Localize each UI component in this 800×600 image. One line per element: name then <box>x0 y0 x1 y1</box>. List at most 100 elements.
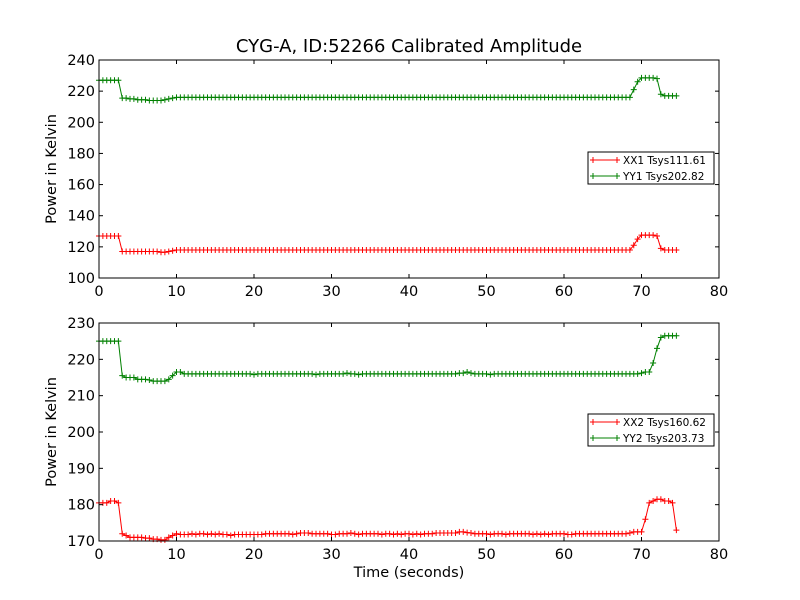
data-point <box>161 378 168 385</box>
data-point <box>452 370 459 377</box>
data-point <box>657 91 664 98</box>
legend-box <box>587 413 715 447</box>
data-point <box>409 531 416 538</box>
data-point <box>161 536 168 543</box>
data-point <box>650 74 657 81</box>
data-point <box>332 531 339 538</box>
y-tick-label: 140 <box>67 209 95 225</box>
data-point <box>123 532 130 539</box>
data-point <box>247 370 254 377</box>
data-point <box>394 530 401 537</box>
data-point <box>561 530 567 537</box>
y-tick-label: 200 <box>67 115 95 131</box>
data-point <box>146 535 153 542</box>
data-point <box>161 96 168 103</box>
x-tick-label: 80 <box>710 284 728 300</box>
data-point <box>657 245 664 252</box>
x-tick-label: 40 <box>400 284 418 300</box>
x-tick-label: 10 <box>167 547 185 563</box>
data-point <box>673 92 680 99</box>
data-point <box>115 77 122 84</box>
data-point <box>158 97 164 104</box>
data-point <box>464 369 471 376</box>
x-tick-label: 80 <box>710 547 728 563</box>
data-point <box>204 531 211 538</box>
data-point <box>142 376 149 383</box>
data-point <box>165 95 172 102</box>
legend-marker <box>590 173 596 179</box>
data-point <box>630 86 637 93</box>
data-point <box>146 377 153 384</box>
legend: XX1 Tsys111.61 YY1 Tsys202.82 <box>587 151 715 185</box>
data-point <box>200 530 207 537</box>
x-tick-label: 0 <box>94 547 103 563</box>
legend-label: XX1 Tsys111.61 <box>623 155 706 167</box>
data-point <box>115 338 122 345</box>
data-point <box>526 530 533 537</box>
y-tick-label: 120 <box>67 240 95 256</box>
legend-label: YY1 Tsys202.82 <box>622 171 704 183</box>
x-axis-label: Time (seconds) <box>353 565 465 581</box>
legend: XX2 Tsys160.62 YY2 Tsys203.73 <box>587 413 715 447</box>
data-point <box>452 530 459 537</box>
data-point <box>545 531 552 538</box>
data-point <box>208 530 215 537</box>
data-point <box>502 531 509 538</box>
data-point <box>623 530 629 537</box>
data-point <box>630 242 637 249</box>
y-tick-label: 170 <box>67 534 95 550</box>
data-point <box>378 531 385 538</box>
data-point <box>642 516 649 523</box>
x-tick-label: 50 <box>477 547 495 563</box>
y-tick-label: 100 <box>67 271 95 287</box>
y-tick-label: 160 <box>67 178 95 194</box>
legend-label: YY2 Tsys203.73 <box>622 433 704 445</box>
legend-label: XX2 Tsys160.62 <box>623 417 706 429</box>
data-point <box>673 332 680 339</box>
data-point <box>165 248 172 255</box>
legend-marker <box>590 435 596 441</box>
data-point <box>293 530 300 537</box>
data-point <box>169 95 176 102</box>
data-point <box>460 528 467 535</box>
subplot-1: 0 10 20 30 40 50 60 70 80 100 120 140 160 180 200 220 24… <box>44 36 728 300</box>
y-tick-label: 180 <box>67 498 95 514</box>
legend-box <box>587 151 715 185</box>
data-point <box>313 371 319 378</box>
data-point <box>111 498 118 505</box>
data-point <box>483 530 490 537</box>
y-tick-label: 180 <box>67 146 95 162</box>
data-point <box>487 531 494 538</box>
data-point <box>634 78 641 85</box>
data-point <box>189 530 195 537</box>
data-point <box>351 370 358 377</box>
data-point <box>119 530 126 537</box>
data-point <box>673 246 680 253</box>
data-point <box>673 527 680 534</box>
legend-marker <box>614 419 620 425</box>
data-point <box>309 370 316 377</box>
x-tick-label: 10 <box>167 284 185 300</box>
series-2-1 <box>96 496 680 543</box>
data-point <box>483 370 490 377</box>
x-tick-label: 70 <box>632 547 650 563</box>
data-point <box>161 249 168 256</box>
y-tick-label: 220 <box>67 352 95 368</box>
x-tick-label: 50 <box>477 284 495 300</box>
data-point <box>626 246 633 253</box>
data-point <box>340 370 347 377</box>
data-point <box>169 372 176 379</box>
data-point <box>634 370 641 377</box>
data-point <box>216 530 223 537</box>
series-1-1 <box>96 232 680 256</box>
chart-title: CYG-A, ID:52266 Calibrated Amplitude <box>236 36 582 57</box>
data-point <box>119 372 126 379</box>
data-point <box>654 345 660 352</box>
data-point <box>626 530 633 537</box>
data-point <box>165 376 172 383</box>
y-tick-label: 220 <box>67 84 95 100</box>
data-point <box>398 531 405 538</box>
data-point <box>657 496 664 503</box>
y-axis-label: Power in Kelvin <box>44 114 60 224</box>
